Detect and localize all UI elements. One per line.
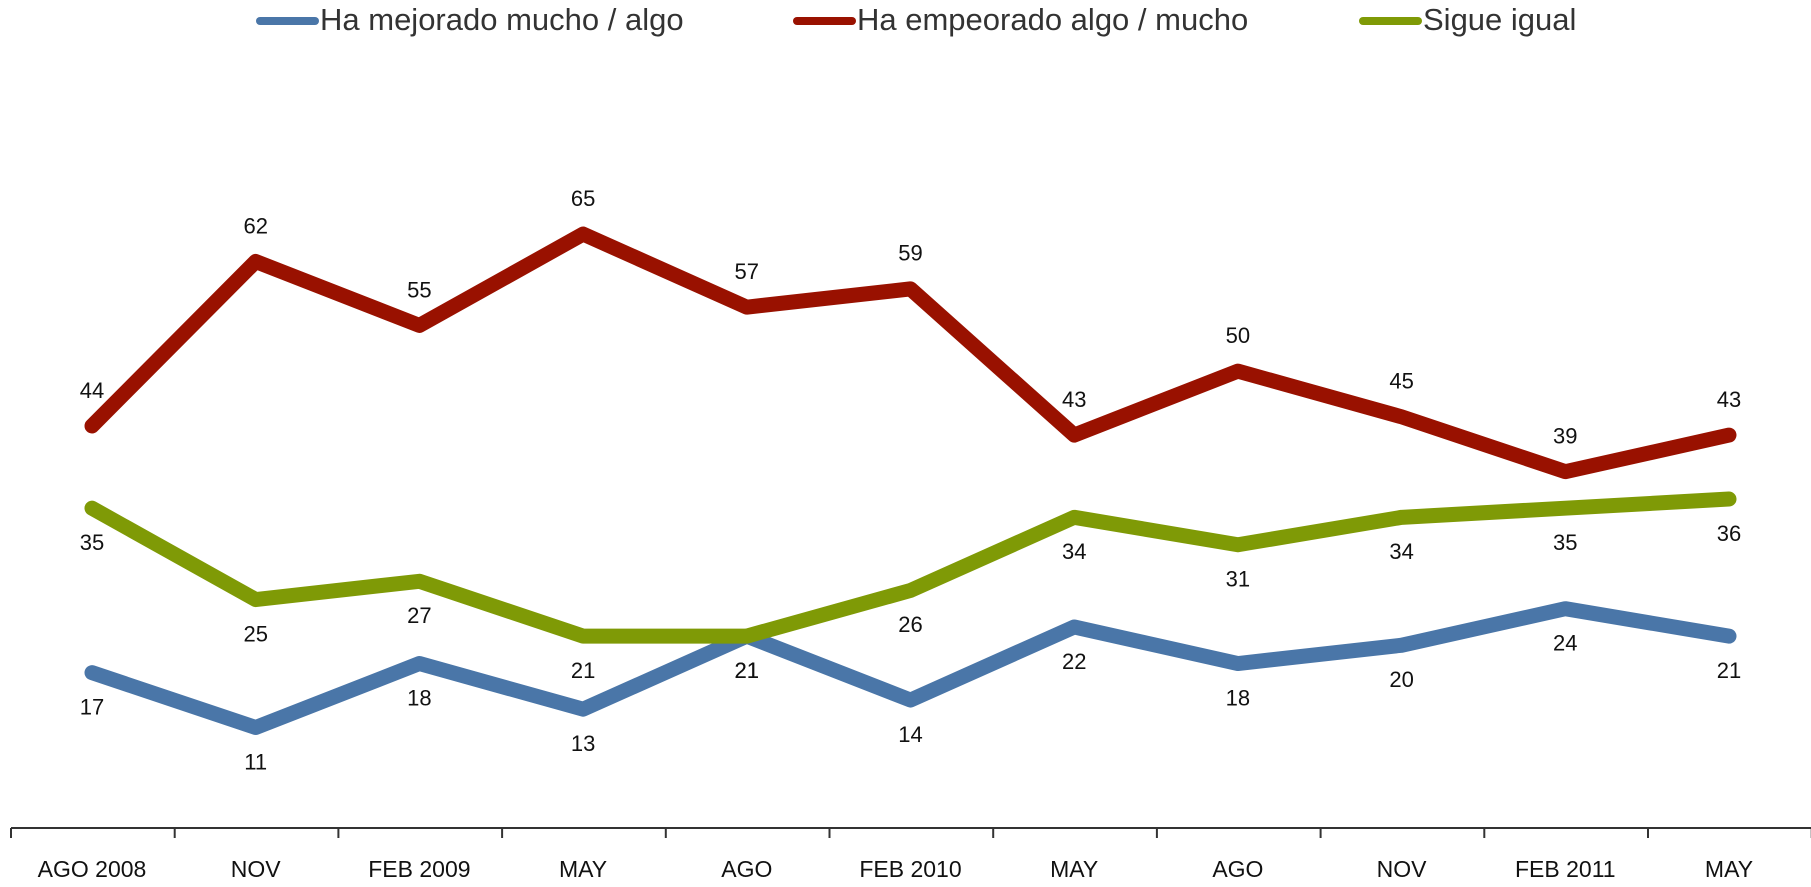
- data-label: 21: [735, 658, 759, 683]
- x-tick-label: MAY: [1050, 856, 1098, 882]
- data-label: 20: [1389, 667, 1413, 692]
- series-line: [84, 226, 1737, 480]
- legend-label: Sigue igual: [1423, 2, 1576, 37]
- data-label: 21: [571, 658, 595, 683]
- data-label: 65: [571, 186, 595, 211]
- x-tick-label: AGO 2008: [38, 856, 147, 882]
- data-label: 43: [1717, 387, 1741, 412]
- data-label: 26: [898, 612, 922, 637]
- data-label: 43: [1062, 387, 1086, 412]
- data-label: 55: [407, 277, 431, 302]
- data-label: 17: [80, 694, 104, 719]
- data-label: 21: [735, 658, 759, 683]
- data-label: 27: [407, 603, 431, 628]
- x-tick-label: FEB 2010: [859, 856, 961, 882]
- data-label: 34: [1389, 539, 1413, 564]
- series-line: [84, 601, 1737, 735]
- data-label: 31: [1226, 567, 1250, 592]
- x-tick-label: FEB 2011: [1515, 856, 1616, 882]
- data-label: 34: [1062, 539, 1086, 564]
- data-label: 18: [407, 685, 431, 710]
- data-label: 36: [1717, 521, 1741, 546]
- x-tick-label: AGO: [1212, 856, 1263, 882]
- data-label: 13: [571, 731, 595, 756]
- x-tick-label: MAY: [559, 856, 607, 882]
- series-line: [84, 491, 1737, 644]
- data-label: 25: [243, 621, 267, 646]
- data-label: 50: [1226, 323, 1250, 348]
- data-label: 59: [898, 241, 922, 266]
- x-tick-label: FEB 2009: [368, 856, 470, 882]
- legend-label: Ha empeorado algo / mucho: [857, 2, 1248, 37]
- data-label: 35: [80, 530, 104, 555]
- data-label: 39: [1553, 423, 1577, 448]
- x-tick-label: MAY: [1705, 856, 1753, 882]
- data-label: 35: [1553, 530, 1577, 555]
- data-label: 62: [243, 213, 267, 238]
- x-tick-label: NOV: [231, 856, 282, 882]
- data-label: 21: [1717, 658, 1741, 683]
- data-label: 18: [1226, 685, 1250, 710]
- data-label: 57: [735, 259, 759, 284]
- x-tick-label: AGO: [721, 856, 772, 882]
- x-tick-label: NOV: [1377, 856, 1428, 882]
- data-label: 44: [80, 378, 104, 403]
- data-label: 24: [1553, 631, 1577, 656]
- data-label: 45: [1389, 369, 1413, 394]
- data-label: 14: [898, 722, 922, 747]
- legend-label: Ha mejorado mucho / algo: [320, 2, 684, 37]
- data-label: 22: [1062, 649, 1086, 674]
- data-label: 11: [244, 749, 267, 774]
